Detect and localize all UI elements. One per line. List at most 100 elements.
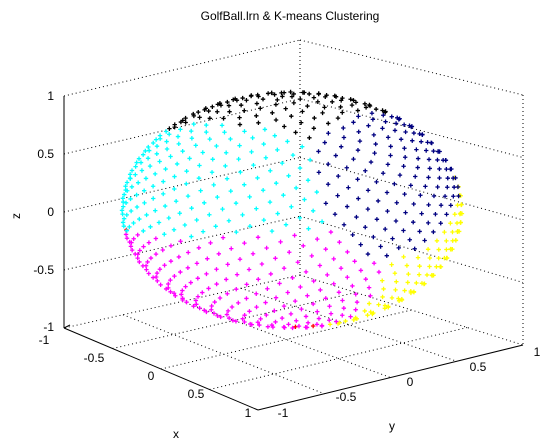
data-point <box>154 151 159 157</box>
data-point <box>254 291 259 296</box>
y-axis: -1 -0.5 0 0.5 1 y <box>278 345 541 433</box>
data-point <box>338 144 344 149</box>
data-point <box>204 129 209 135</box>
data-point <box>193 298 199 303</box>
data-point <box>440 158 446 163</box>
data-point <box>228 136 233 142</box>
data-point <box>210 104 215 109</box>
data-point <box>299 144 305 149</box>
data-point <box>358 242 363 247</box>
data-point <box>233 319 239 324</box>
data-point <box>419 281 425 286</box>
data-point <box>225 291 230 296</box>
data-point <box>293 185 299 191</box>
data-point <box>414 147 419 152</box>
data-point <box>135 252 141 257</box>
data-point <box>172 186 177 192</box>
data-point <box>388 144 393 149</box>
data-point <box>288 311 294 317</box>
data-point <box>448 203 453 208</box>
data-point <box>365 251 371 257</box>
data-point <box>418 139 424 144</box>
data-point <box>450 229 455 235</box>
data-point <box>381 286 386 292</box>
y-axis-label: y <box>389 419 395 433</box>
data-point <box>444 247 449 252</box>
data-point <box>145 259 150 265</box>
data-point <box>423 184 428 189</box>
data-point <box>155 278 160 284</box>
data-point <box>273 295 279 300</box>
data-point <box>350 283 355 289</box>
data-point <box>355 177 360 182</box>
data-point <box>444 166 449 172</box>
data-point <box>184 299 189 305</box>
data-point <box>455 202 460 208</box>
data-point <box>153 251 159 257</box>
data-point <box>183 284 188 289</box>
data-point <box>197 305 202 311</box>
data-point <box>121 192 127 197</box>
data-point <box>372 150 377 156</box>
data-point <box>226 103 232 108</box>
data-point <box>142 200 147 206</box>
data-point <box>139 168 145 173</box>
data-point <box>209 307 214 312</box>
data-point <box>316 149 321 154</box>
data-point <box>435 149 441 154</box>
data-point <box>196 109 201 115</box>
data-point <box>121 223 127 229</box>
data-point <box>268 271 274 277</box>
data-point <box>358 268 364 273</box>
data-point <box>316 91 321 96</box>
data-point <box>173 199 179 204</box>
data-point <box>393 287 398 293</box>
data-point <box>141 228 146 234</box>
data-point <box>450 238 455 243</box>
data-point <box>196 176 202 181</box>
data-point <box>180 148 185 154</box>
data-point <box>125 188 130 193</box>
data-point <box>242 313 247 318</box>
data-point <box>319 323 325 328</box>
data-point <box>175 134 181 139</box>
data-point <box>265 91 271 96</box>
data-point <box>290 275 295 281</box>
data-point <box>371 132 377 138</box>
data-point <box>303 325 308 330</box>
data-point <box>401 254 406 260</box>
data-point <box>156 220 162 225</box>
data-point <box>334 319 339 324</box>
data-point <box>224 277 229 282</box>
data-point <box>331 256 336 262</box>
data-point <box>202 107 207 113</box>
data-point <box>185 265 191 271</box>
data-point <box>448 221 453 226</box>
data-point <box>322 140 327 145</box>
data-point <box>356 114 361 119</box>
data-point <box>455 184 461 190</box>
data-point <box>415 156 421 161</box>
data-point <box>273 256 278 261</box>
data-point <box>178 239 183 244</box>
data-point <box>349 102 355 108</box>
data-point <box>166 281 171 287</box>
chart-title: GolfBall.lrn & K-means Clustering <box>201 9 380 23</box>
data-point <box>182 222 188 228</box>
data-point <box>305 320 311 325</box>
data-point <box>167 126 172 131</box>
data-point <box>225 99 230 105</box>
data-point <box>356 196 361 201</box>
data-point <box>164 139 169 144</box>
data-point <box>341 135 347 140</box>
data-point <box>215 102 221 107</box>
data-point <box>336 173 341 179</box>
data-point <box>242 319 247 325</box>
data-point <box>281 303 287 309</box>
data-point <box>146 240 152 245</box>
data-point <box>234 98 240 103</box>
data-point <box>392 271 398 276</box>
data-point <box>160 247 165 253</box>
data-point <box>369 111 375 116</box>
data-point <box>123 232 129 237</box>
